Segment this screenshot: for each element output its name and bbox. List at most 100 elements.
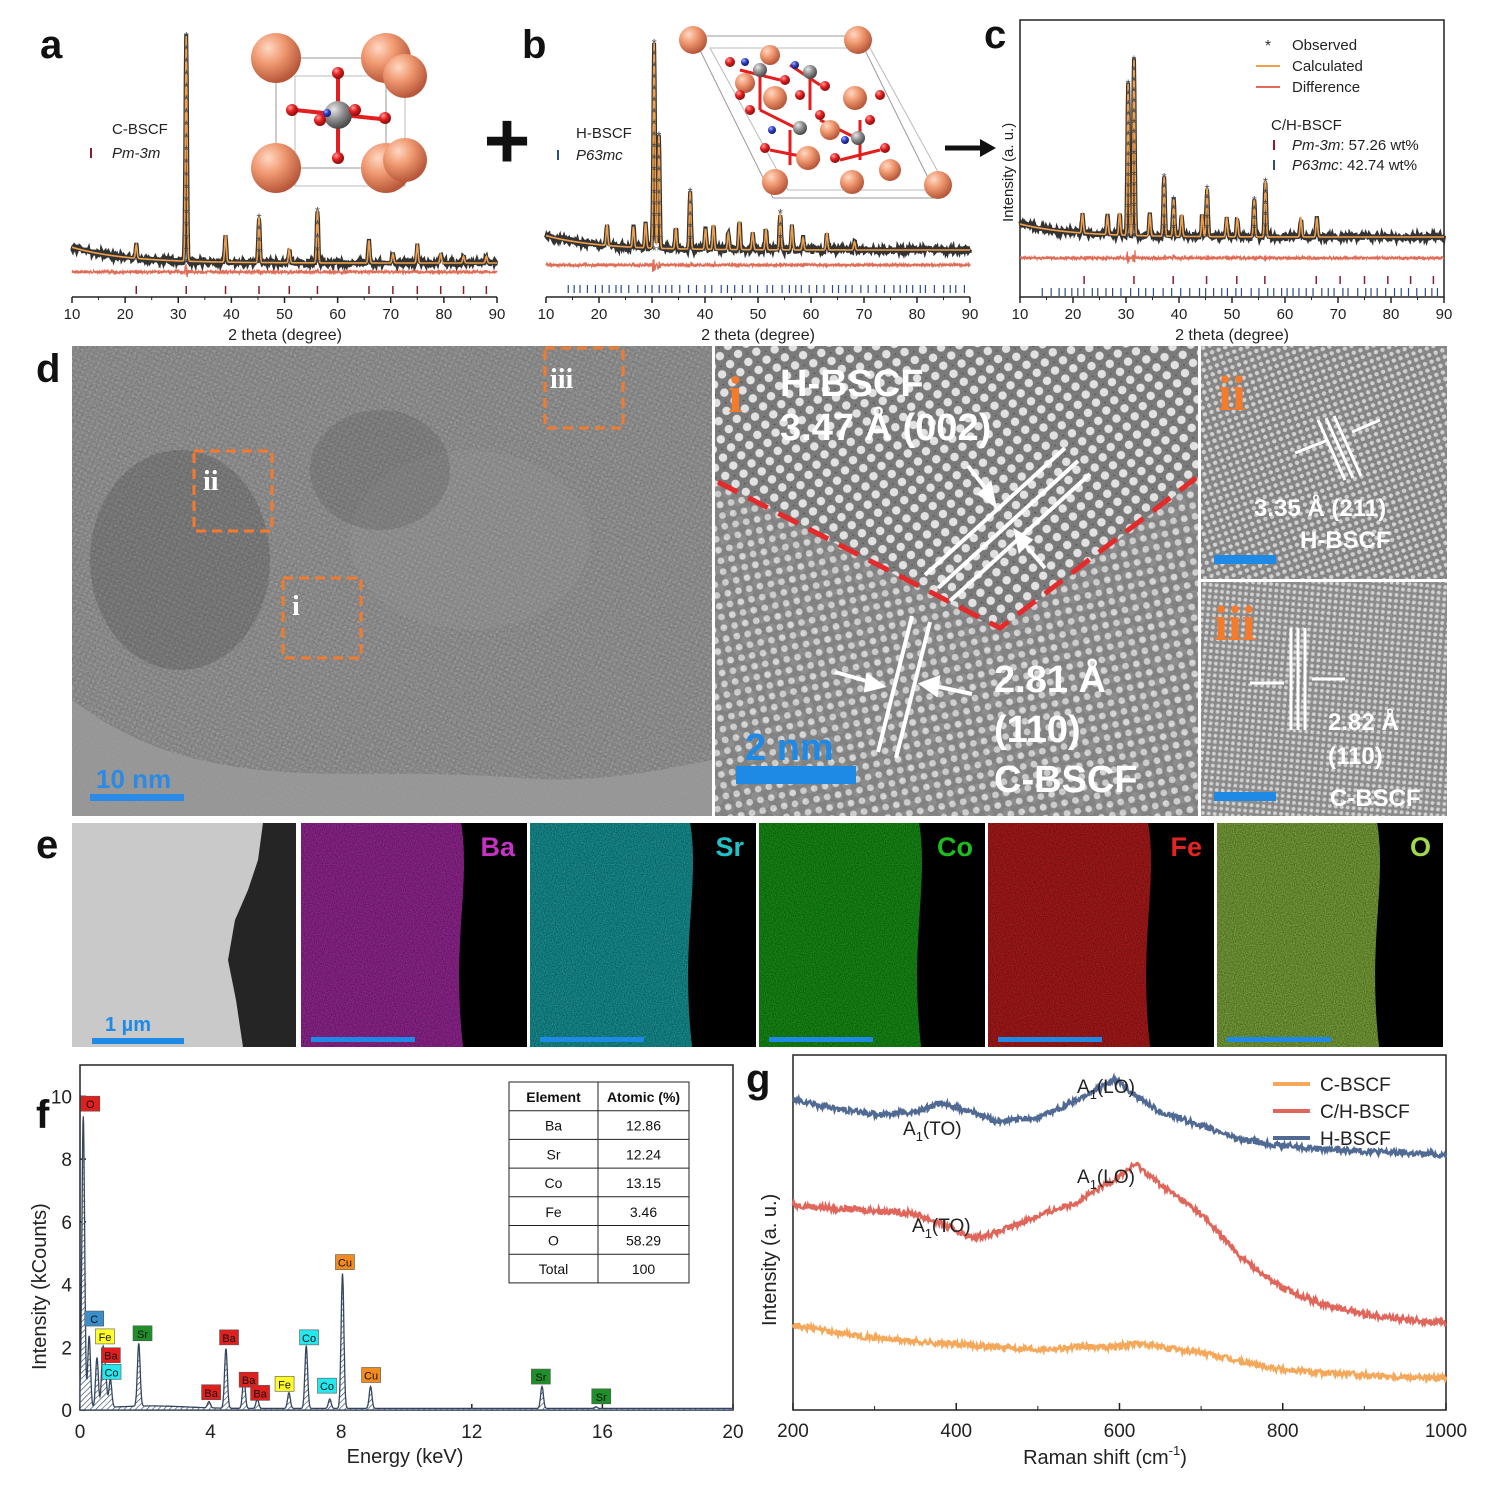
x-ticks: 10 20 30 40 50 60 70 80 90 <box>1012 297 1452 323</box>
observed-marker: * <box>1205 201 1210 216</box>
observed-marker: * <box>1162 220 1167 235</box>
observed-marker: * <box>184 29 189 44</box>
difference-curve <box>545 259 971 273</box>
element-label: Co <box>937 832 973 862</box>
observed-marker: * <box>1131 209 1136 224</box>
x-tick-label: 60 <box>803 306 820 323</box>
observed-marker: * <box>184 256 189 271</box>
scale-bar <box>1227 1037 1331 1042</box>
haadf-image: 1 µm <box>72 823 296 1047</box>
observed-marker: * <box>656 220 661 235</box>
observed-marker: * <box>652 232 657 247</box>
raman-curve-c-h-bscf <box>791 1161 1447 1329</box>
observed-marker: * <box>1162 190 1167 205</box>
x-tick-label: 90 <box>489 306 506 323</box>
observed-marker: * <box>1126 107 1131 122</box>
peak-label-fe: Fe <box>95 1328 115 1345</box>
observed-marker: * <box>184 243 189 258</box>
table-cell: Ba <box>545 1118 562 1134</box>
x-axis-label: Raman shift (cm-1) <box>1023 1443 1187 1469</box>
observed-marker: * <box>656 174 661 189</box>
x-tick-label: 600 <box>1104 1421 1136 1442</box>
observed-marker: * <box>656 232 661 247</box>
element-map-sr: Sr <box>530 823 756 1047</box>
observed-marker: * <box>184 42 189 57</box>
x-tick-label: 12 <box>461 1422 482 1443</box>
observed-marker: * <box>1126 220 1131 235</box>
svg-text:Co: Co <box>302 1333 316 1345</box>
table-cell: 13.15 <box>626 1175 661 1191</box>
sample-label: C/H-BSCF <box>1271 117 1342 134</box>
observed-marker: * <box>1171 230 1176 245</box>
spectrum-curve <box>79 1116 734 1411</box>
observed-marker: * <box>315 230 320 245</box>
observed-marker: * <box>1131 53 1136 68</box>
observed-marker: * <box>652 71 657 86</box>
observed-marker: * <box>1126 128 1131 143</box>
hrtem-region-i: i H-BSCF 3.47 Å (002) 2.81 Å (110) C-BSC… <box>715 346 1198 816</box>
plus-sign-icon: + <box>484 96 531 185</box>
raman-curve-c-bscf <box>791 1320 1448 1385</box>
x-tick-label: 70 <box>382 306 399 323</box>
scale-bar <box>311 1037 415 1042</box>
xrd-plot-c: 10 20 30 40 50 60 70 80 90 2 theta (degree) Inte… <box>1000 19 1452 344</box>
observed-marker: * <box>315 243 320 258</box>
observed-marker: * <box>1131 115 1136 130</box>
observed-marker: * <box>1171 211 1176 226</box>
observed-marker: * <box>652 94 657 109</box>
x-tick-label: 50 <box>276 306 293 323</box>
observed-marker: * <box>1162 180 1167 195</box>
scale-bar <box>90 794 184 801</box>
observed-marker: * <box>184 168 189 183</box>
observed-marker: * <box>1131 199 1136 214</box>
svg-text:Cu: Cu <box>338 1258 352 1270</box>
observed-marker: * <box>1131 167 1136 182</box>
observed-marker: * <box>1263 174 1268 189</box>
observed-marker: * <box>1126 118 1131 133</box>
observed-marker: * <box>1263 219 1268 234</box>
observed-marker: * <box>184 206 189 221</box>
observed-marker: * <box>1126 77 1131 92</box>
table-cell: 12.86 <box>626 1118 661 1134</box>
x-axis-label: 2 theta (degree) <box>228 327 342 344</box>
difference-curve <box>71 263 498 278</box>
hrtem-region-iii: iii 2.82 Å (110) C-BSCF <box>1201 582 1447 816</box>
scale-bar <box>769 1037 873 1042</box>
observed-marker: * <box>652 128 657 143</box>
panel-label-c: c <box>984 13 1006 57</box>
observed-marker: * <box>688 243 693 258</box>
x-tick-label: 60 <box>329 306 346 323</box>
observed-marker: * <box>1263 230 1268 245</box>
observed-marker: * <box>1263 185 1268 200</box>
observed-marker: * <box>656 209 661 224</box>
observed-marker: * <box>1131 136 1136 151</box>
observed-marker: * <box>1126 199 1131 214</box>
observed-marker: * <box>1126 97 1131 112</box>
x-tick-label: 400 <box>940 1421 972 1442</box>
observed-marker: * <box>1252 230 1257 245</box>
region-label-i: i <box>728 367 742 424</box>
svg-text:Ba: Ba <box>242 1375 256 1387</box>
xrd-curves: **************************************** <box>544 36 972 293</box>
x-tick-label: 70 <box>856 306 873 323</box>
x-tick-label: 30 <box>644 306 661 323</box>
region-label-ii: ii <box>1218 365 1246 421</box>
y-tick-label: 6 <box>61 1213 72 1234</box>
observed-marker: * <box>778 231 783 246</box>
observed-marker: * <box>1171 221 1176 236</box>
phase-c-label: C-BSCF <box>994 759 1138 801</box>
observed-marker: * <box>656 197 661 212</box>
peak-label-ba: Ba <box>238 1371 259 1388</box>
legend-difference: Difference <box>1292 79 1360 96</box>
y-tick-label: 10 <box>51 1087 72 1108</box>
observed-marker: * <box>656 129 661 144</box>
x-tick-label: 40 <box>223 306 240 323</box>
observed-marker: * <box>1171 202 1176 217</box>
observed-marker: * <box>1205 211 1210 226</box>
observed-marker: * <box>652 243 657 258</box>
tem-overview: ii i iii 10 nm <box>72 346 712 816</box>
observed-marker: * <box>1126 189 1131 204</box>
x-axis-label: 2 theta (degree) <box>1175 327 1289 344</box>
observed-marker: * <box>652 59 657 74</box>
phase-label: H-BSCF <box>1300 527 1391 554</box>
